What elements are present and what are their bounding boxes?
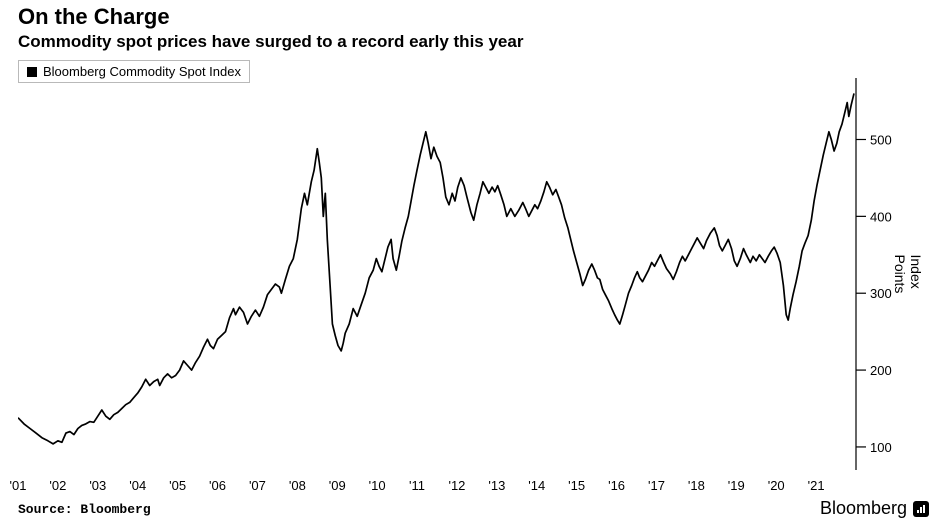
x-tick-label: '01 xyxy=(10,478,27,493)
x-tick-label: '17 xyxy=(648,478,665,493)
x-tick-label: '09 xyxy=(329,478,346,493)
x-tick-label: '13 xyxy=(488,478,505,493)
chart-title: On the Charge xyxy=(18,4,170,30)
y-axis-title: Index Points xyxy=(892,255,924,294)
svg-text:300: 300 xyxy=(870,286,892,301)
svg-text:400: 400 xyxy=(870,209,892,224)
x-tick-label: '06 xyxy=(209,478,226,493)
brand-label: Bloomberg xyxy=(820,498,907,519)
x-tick-label: '21 xyxy=(808,478,825,493)
svg-text:200: 200 xyxy=(870,363,892,378)
x-tick-label: '03 xyxy=(89,478,106,493)
x-tick-label: '02 xyxy=(49,478,66,493)
x-tick-label: '14 xyxy=(528,478,545,493)
line-chart: 100 200 300 400 500 xyxy=(18,60,928,478)
brand-badge-icon xyxy=(913,501,929,517)
x-tick-label: '16 xyxy=(608,478,625,493)
svg-text:500: 500 xyxy=(870,132,892,147)
x-tick-label: '10 xyxy=(369,478,386,493)
x-tick-label: '07 xyxy=(249,478,266,493)
x-tick-label: '19 xyxy=(728,478,745,493)
chart-subtitle: Commodity spot prices have surged to a r… xyxy=(18,32,523,52)
brand: Bloomberg xyxy=(820,498,929,519)
svg-text:100: 100 xyxy=(870,440,892,455)
x-tick-label: '20 xyxy=(768,478,785,493)
x-tick-label: '11 xyxy=(409,478,425,493)
x-tick-label: '18 xyxy=(688,478,705,493)
x-tick-label: '05 xyxy=(169,478,186,493)
source-label: Source: Bloomberg xyxy=(18,502,151,517)
x-tick-label: '15 xyxy=(568,478,585,493)
x-tick-label: '12 xyxy=(448,478,465,493)
x-tick-label: '08 xyxy=(289,478,306,493)
x-tick-label: '04 xyxy=(129,478,146,493)
